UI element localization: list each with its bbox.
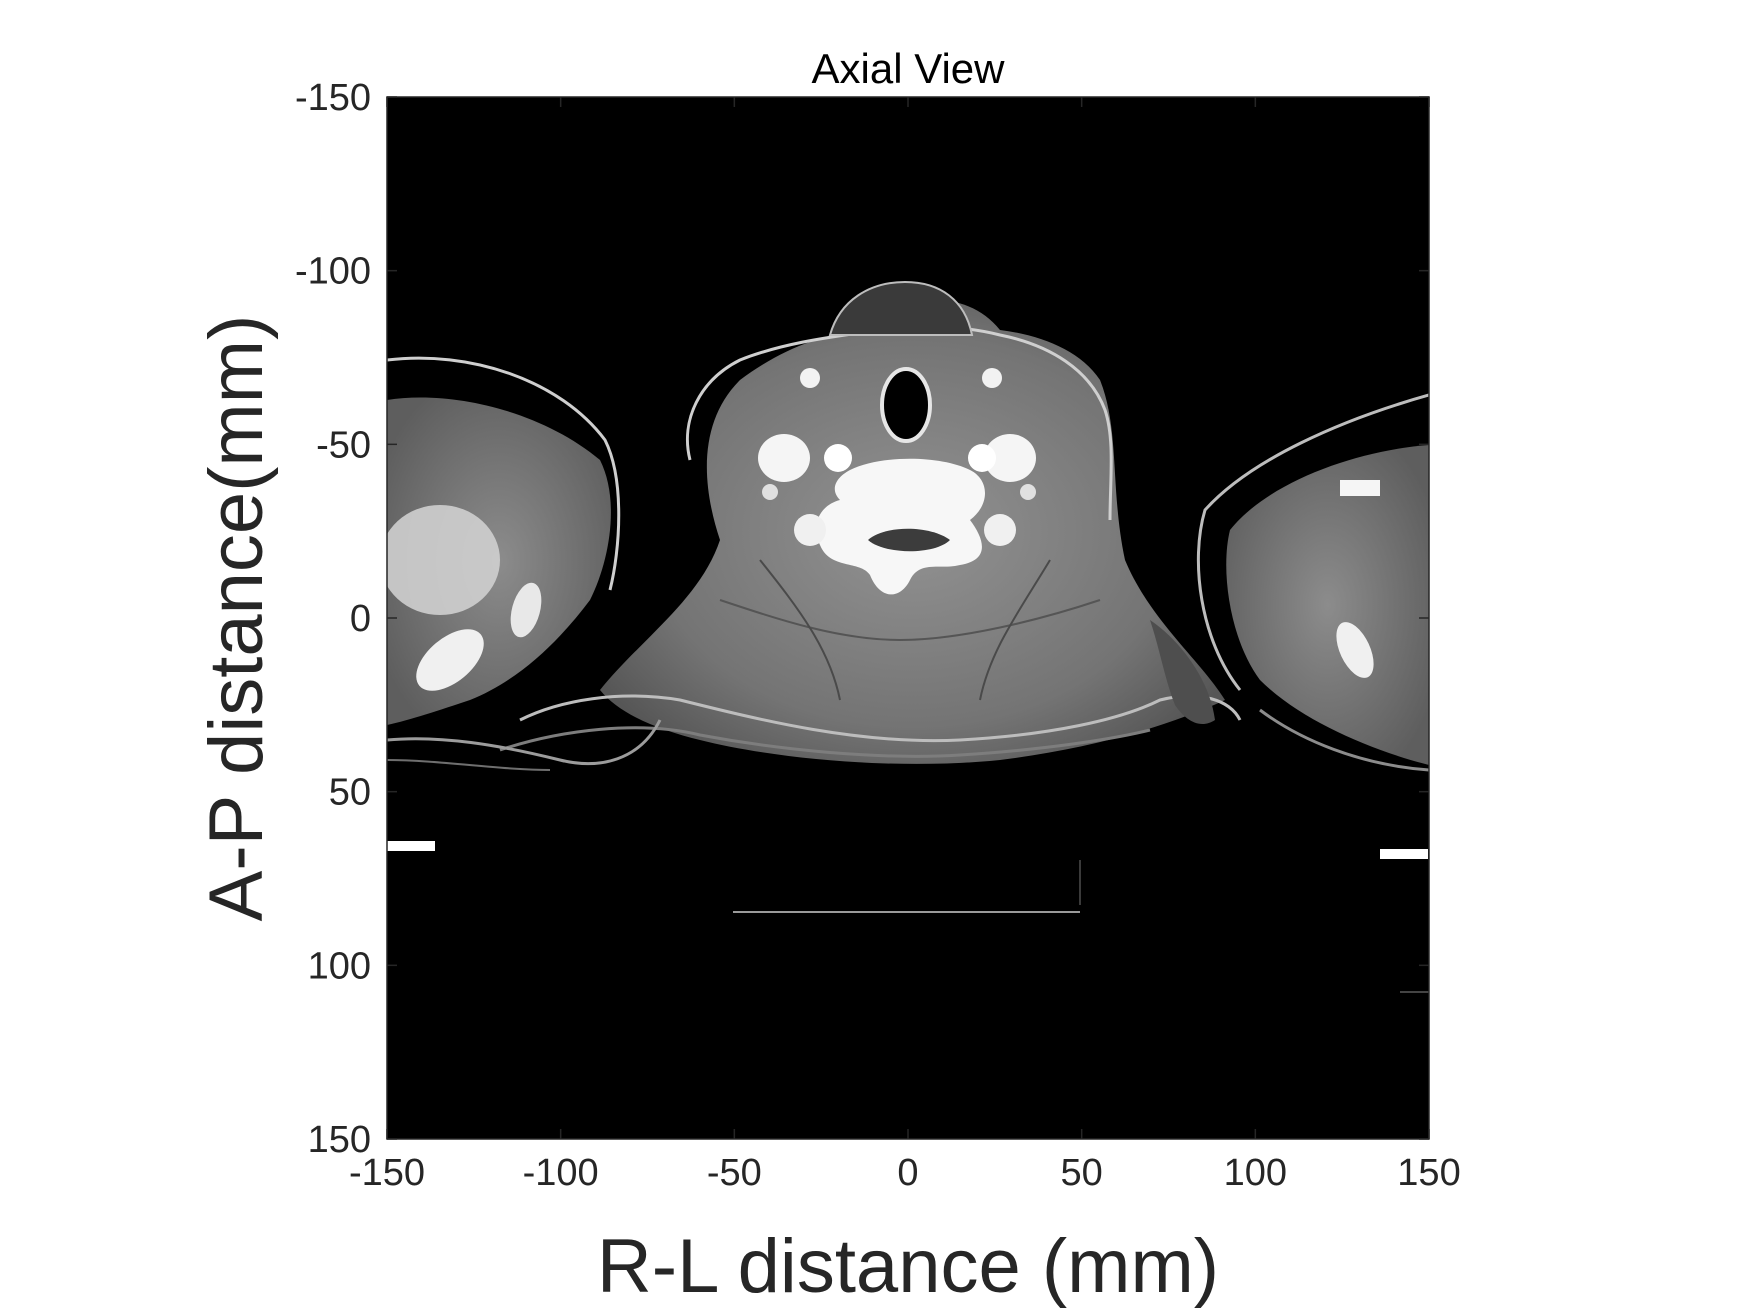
x-tick-label: -150 (349, 1152, 425, 1194)
y-tick-label: -150 (295, 77, 371, 119)
x-tick-label: 0 (897, 1152, 918, 1194)
y-tick-label: -50 (316, 424, 371, 466)
x-tick-label: 50 (1061, 1152, 1103, 1194)
x-tick-label: -50 (707, 1152, 762, 1194)
ct-slice-image (387, 280, 1429, 993)
y-axis-label: A-P distance(mm) (194, 315, 279, 922)
x-tick-label: 150 (1397, 1152, 1460, 1194)
y-tick-label: 50 (329, 772, 371, 814)
y-axis: -150 -100 -50 0 50 100 150 (295, 77, 1429, 1161)
y-tick-label: -100 (295, 251, 371, 293)
x-axis: -150 -100 -50 0 50 100 150 (349, 97, 1461, 1194)
y-tick-label: 0 (350, 598, 371, 640)
x-tick-label: 100 (1224, 1152, 1287, 1194)
chart-title: Axial View (812, 45, 1006, 92)
x-axis-label: R-L distance (mm) (597, 1224, 1219, 1309)
x-tick-label: -100 (523, 1152, 599, 1194)
y-tick-label: 100 (308, 945, 371, 987)
y-tick-label: 150 (308, 1119, 371, 1161)
